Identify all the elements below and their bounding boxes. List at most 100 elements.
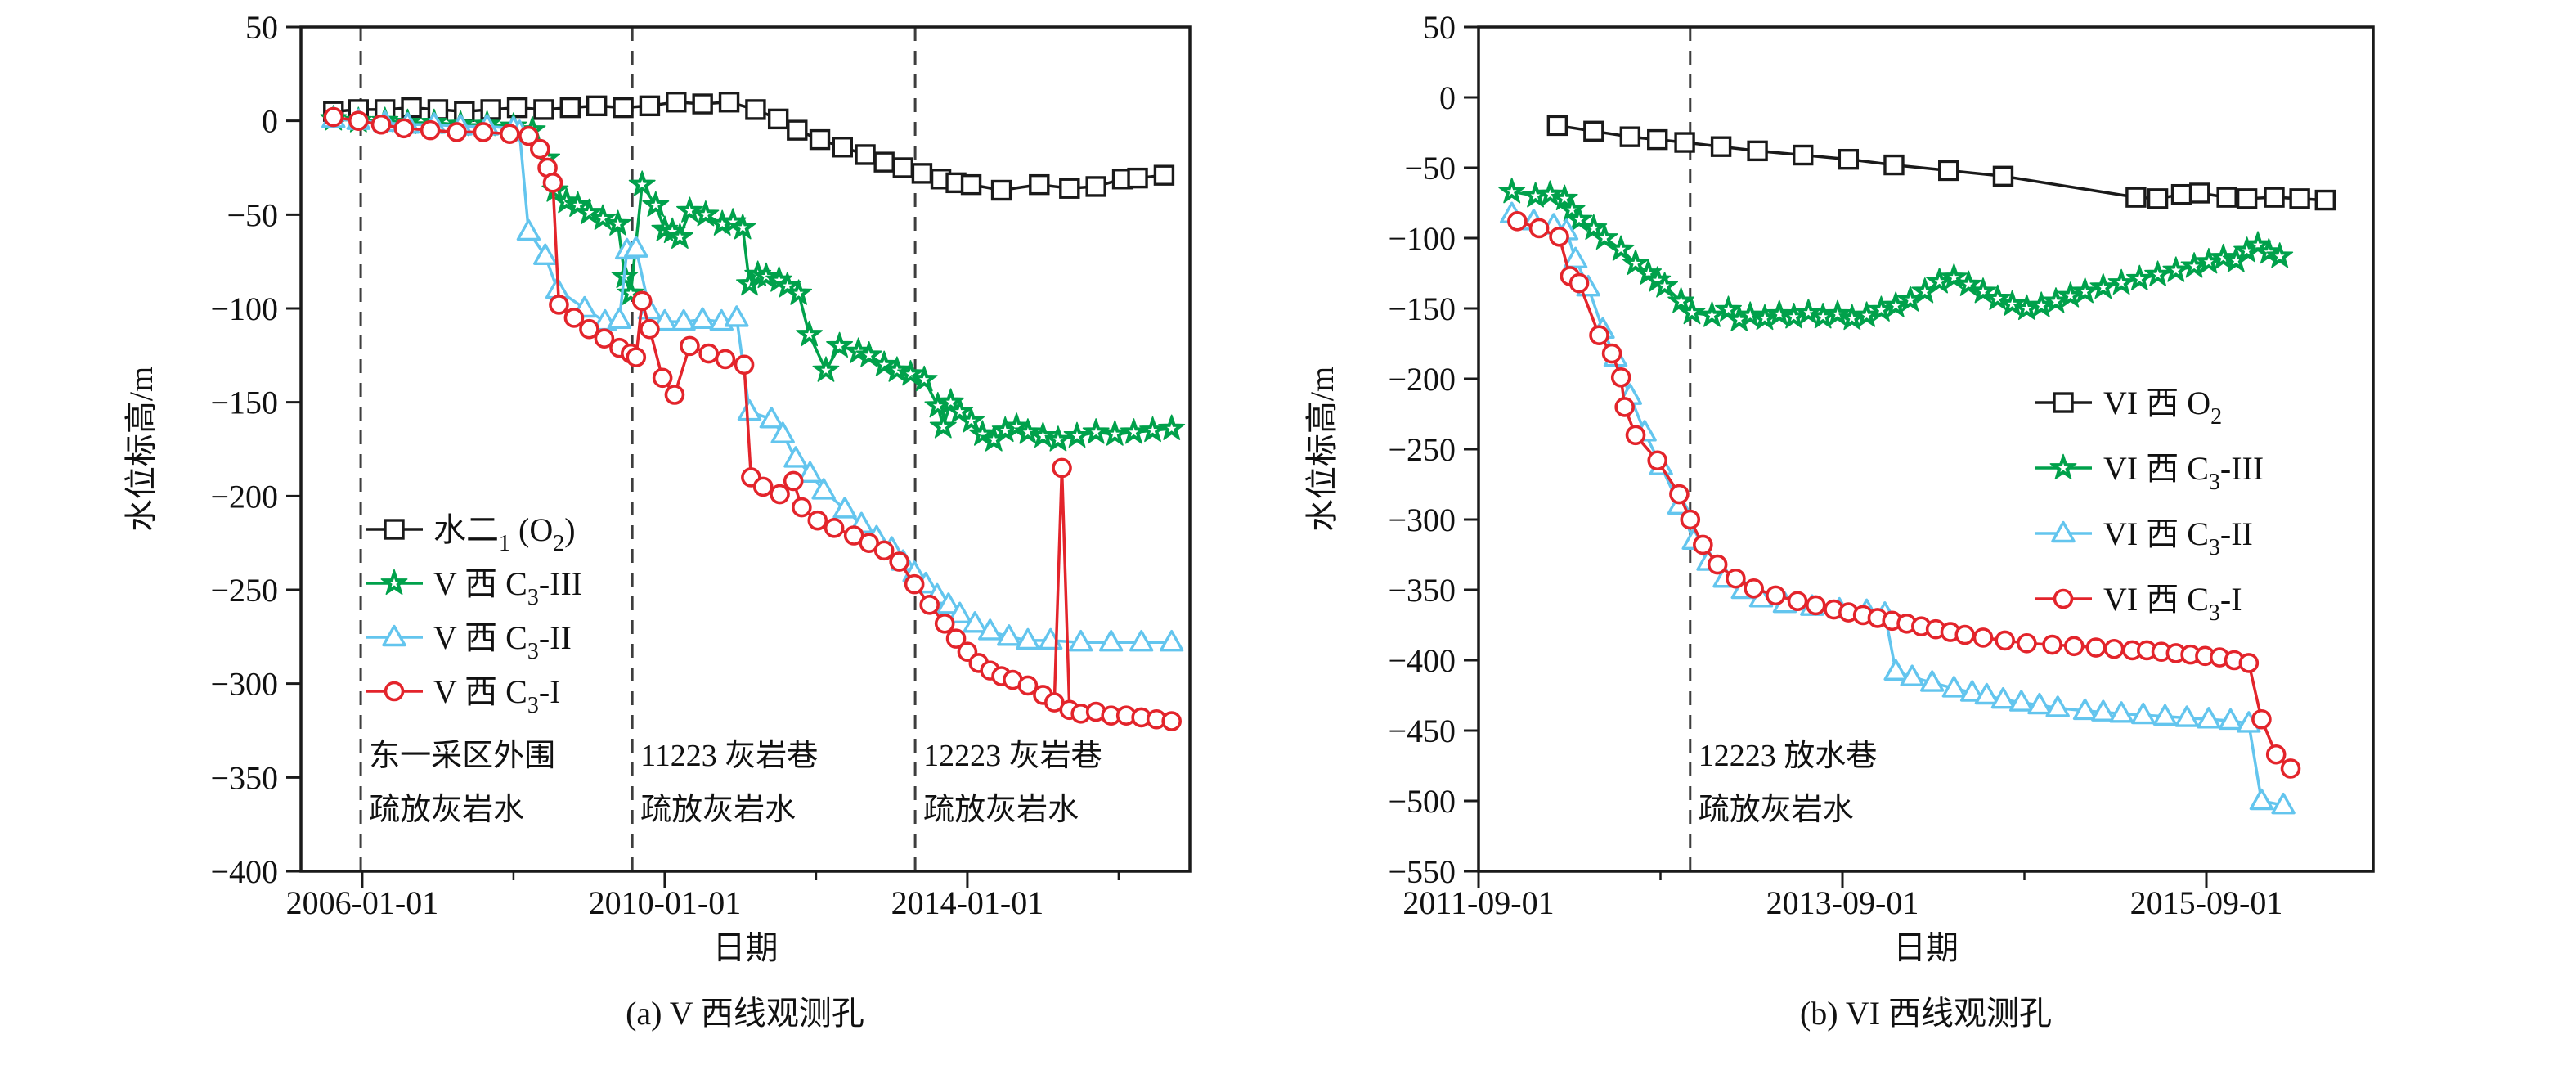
star-marker-core — [1652, 275, 1663, 285]
star-marker-core — [675, 232, 685, 241]
circle-marker — [715, 349, 736, 370]
y-tick-label: −350 — [210, 759, 278, 796]
legend-label-text: -II — [2220, 515, 2253, 552]
triangle-marker — [1990, 686, 2016, 709]
square-marker — [1838, 148, 1860, 170]
circle-marker — [2042, 634, 2062, 655]
star-marker-core — [782, 281, 792, 290]
triangle-marker — [607, 307, 632, 329]
square-marker — [960, 173, 982, 196]
star-marker-core — [1934, 277, 1945, 286]
legend-label-text: VI 西 C — [2103, 515, 2209, 552]
triangle-marker — [1068, 630, 1093, 652]
triangle-marker — [2045, 695, 2070, 717]
star-marker-core — [717, 218, 728, 228]
legend-label: VI 西 C3-II — [2103, 515, 2253, 560]
star-marker-core — [1992, 293, 2003, 303]
square-marker — [809, 128, 831, 151]
legend-label: V 西 C3-II — [433, 619, 572, 664]
circle-marker — [1669, 484, 1690, 505]
square-marker — [911, 163, 933, 184]
circle-marker — [664, 385, 685, 405]
annotation-line-1: 疏放灰岩水 — [369, 793, 524, 827]
square-marker — [692, 93, 713, 115]
y-tick-label: −200 — [1388, 361, 1456, 398]
triangle-marker — [811, 478, 836, 500]
star-marker-core — [1166, 423, 1177, 433]
star-marker-core — [1129, 427, 1139, 437]
y-tick-label: −500 — [1388, 783, 1456, 820]
circle-marker — [1707, 554, 1728, 575]
star-marker-core — [1723, 304, 1734, 314]
star-marker-core — [989, 434, 999, 444]
star-marker-core — [1687, 308, 1697, 317]
square-marker — [718, 92, 740, 113]
star-marker-core — [637, 179, 648, 189]
legend-label-text: 水二 — [433, 511, 499, 548]
x-tick-label: 2014-01-01 — [891, 884, 1044, 921]
square-marker — [559, 97, 581, 119]
circle-marker — [2085, 637, 2107, 658]
star-marker-core — [572, 200, 583, 209]
legend-item-shui-er-1-O2: 水二1 (O2) — [366, 511, 576, 556]
square-marker — [480, 99, 501, 120]
star-marker-core — [1676, 296, 1686, 306]
star-marker-core — [804, 329, 815, 340]
square-marker — [401, 97, 422, 119]
star-marker-core — [2007, 299, 2017, 308]
triangle-marker — [1016, 627, 1040, 650]
annotation-line-1: 东一采区外围 — [369, 739, 555, 773]
y-tick-label: −150 — [210, 385, 278, 421]
circle-marker — [1610, 367, 1631, 388]
square-marker — [855, 144, 876, 165]
square-marker — [1883, 154, 1905, 176]
circle-marker — [393, 118, 415, 139]
legend-label-text: VI 西 C — [2103, 581, 2209, 618]
triangle-marker — [2152, 704, 2178, 726]
series-VI-xi-C3-II-markers — [1500, 201, 2296, 815]
legend-label-subscript: 2 — [553, 531, 564, 556]
square-marker — [1546, 115, 1568, 137]
circle-marker — [734, 354, 755, 376]
star-marker-core — [2253, 240, 2263, 250]
square-marker — [533, 99, 554, 120]
star-marker-core — [1978, 286, 1988, 296]
legend-label-text: V 西 C — [433, 565, 527, 602]
triangle-marker — [1563, 246, 1588, 268]
legend-label-subscript: 3 — [2209, 535, 2220, 560]
circle-marker — [370, 114, 392, 135]
square-marker — [892, 157, 914, 178]
series-VI-xi-O2-markers — [1546, 115, 2336, 211]
y-tick-label: −550 — [1388, 853, 1456, 890]
star-marker-core — [2242, 245, 2252, 255]
star-marker-core — [2274, 251, 2285, 261]
legend-label-subscript: 3 — [2209, 600, 2220, 626]
circle-marker — [652, 367, 673, 389]
star-marker-core — [2036, 300, 2047, 310]
circle-marker — [1972, 627, 1994, 648]
circle-marker — [542, 173, 563, 193]
circle-marker — [1647, 450, 1668, 471]
circle-marker — [1995, 630, 2015, 651]
square-marker — [2170, 183, 2192, 205]
star-marker-core — [701, 209, 711, 219]
circle-marker — [2280, 758, 2301, 779]
star-marker-core — [905, 369, 916, 379]
circle-marker — [1549, 226, 1569, 247]
y-axis-title: 水位标高/m — [1304, 367, 1340, 532]
legend-item-VI-xi-C3-I: VI 西 C3-I — [2035, 581, 2242, 626]
series-VI-xi-C3-I — [1507, 211, 2301, 779]
star-marker-core — [2098, 282, 2108, 292]
circle-marker — [1161, 711, 1182, 731]
y-tick-label: −50 — [227, 196, 278, 233]
star-marker-core — [1567, 205, 1577, 214]
y-tick-label: 50 — [245, 9, 278, 46]
circle-marker — [549, 295, 569, 315]
y-axis-title: 水位标高/m — [123, 367, 159, 532]
y-tick-label: −150 — [1388, 290, 1456, 327]
star-marker-core — [945, 397, 956, 407]
star-marker-core — [1000, 425, 1011, 435]
